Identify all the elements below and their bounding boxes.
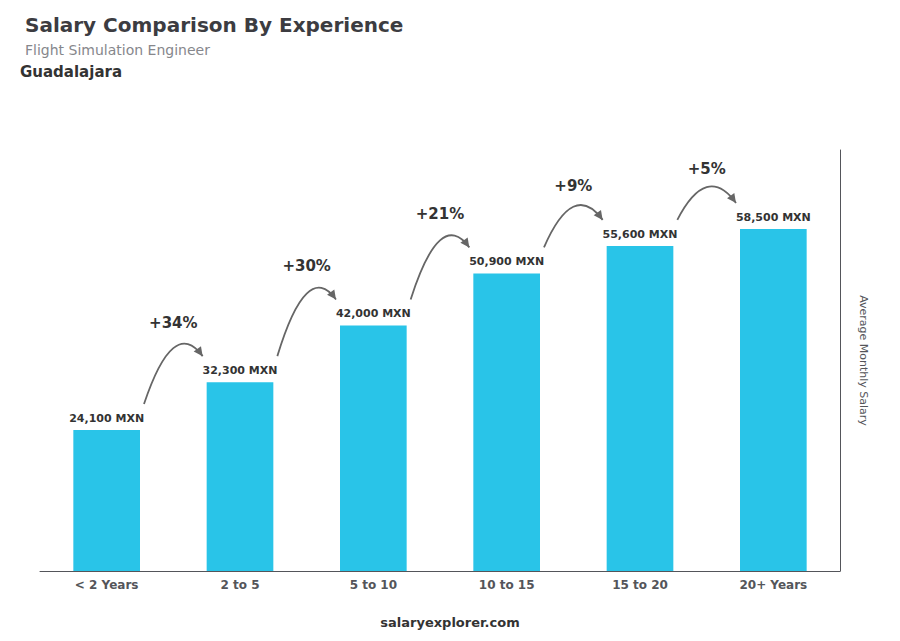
svg-text:24,100 MXN: 24,100 MXN bbox=[69, 412, 144, 425]
svg-text:salaryexplorer.com: salaryexplorer.com bbox=[380, 615, 519, 630]
svg-text:2 to 5: 2 to 5 bbox=[220, 578, 259, 592]
svg-text:Salary Comparison By Experienc: Salary Comparison By Experience bbox=[25, 13, 403, 37]
svg-text:< 2 Years: < 2 Years bbox=[75, 578, 139, 592]
svg-text:32,300 MXN: 32,300 MXN bbox=[203, 364, 278, 377]
svg-text:50,900 MXN: 50,900 MXN bbox=[469, 255, 544, 268]
svg-text:+9%: +9% bbox=[554, 177, 592, 195]
svg-text:Average Monthly Salary: Average Monthly Salary bbox=[857, 295, 870, 426]
svg-text:20+ Years: 20+ Years bbox=[739, 578, 807, 592]
svg-text:+30%: +30% bbox=[282, 257, 330, 275]
svg-text:Flight Simulation Engineer: Flight Simulation Engineer bbox=[25, 42, 210, 58]
svg-text:+5%: +5% bbox=[688, 160, 726, 178]
svg-text:10 to 15: 10 to 15 bbox=[479, 578, 535, 592]
svg-text:+21%: +21% bbox=[416, 205, 464, 223]
svg-text:58,500 MXN: 58,500 MXN bbox=[736, 211, 811, 224]
svg-text:5 to 10: 5 to 10 bbox=[350, 578, 397, 592]
svg-text:Guadalajara: Guadalajara bbox=[20, 63, 122, 81]
svg-text:42,000 MXN: 42,000 MXN bbox=[336, 307, 411, 320]
svg-text:15 to 20: 15 to 20 bbox=[612, 578, 668, 592]
svg-text:+34%: +34% bbox=[149, 314, 197, 332]
svg-text:55,600 MXN: 55,600 MXN bbox=[603, 228, 678, 241]
